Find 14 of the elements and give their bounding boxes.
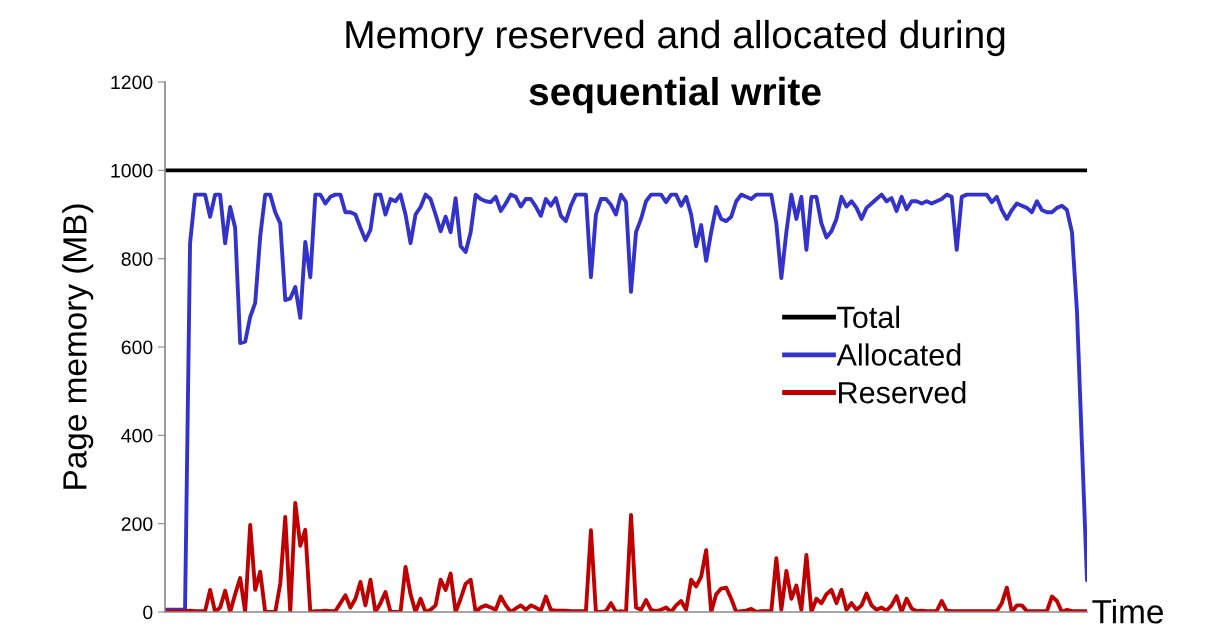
chart-title: Memory reserved and allocated during (346, 19, 1005, 57)
chart-subtitle: sequential write (529, 76, 821, 114)
legend-label: Total (837, 305, 900, 329)
legend-label: Allocated (836, 343, 961, 366)
x-axis-title: Time (1092, 599, 1163, 624)
legend-label: Reserved (839, 381, 966, 404)
y-tick-label: 400 (121, 428, 153, 443)
y-tick-label: 600 (121, 340, 153, 355)
y-tick-label: 1200 (111, 75, 153, 90)
y-tick-label: 0 (143, 605, 153, 620)
y-tick-label: 800 (121, 252, 153, 266)
y-axis-title: Page memory (MB) (62, 204, 94, 489)
y-tick-label: 1000 (111, 163, 153, 178)
y-tick-label: 200 (121, 517, 153, 531)
